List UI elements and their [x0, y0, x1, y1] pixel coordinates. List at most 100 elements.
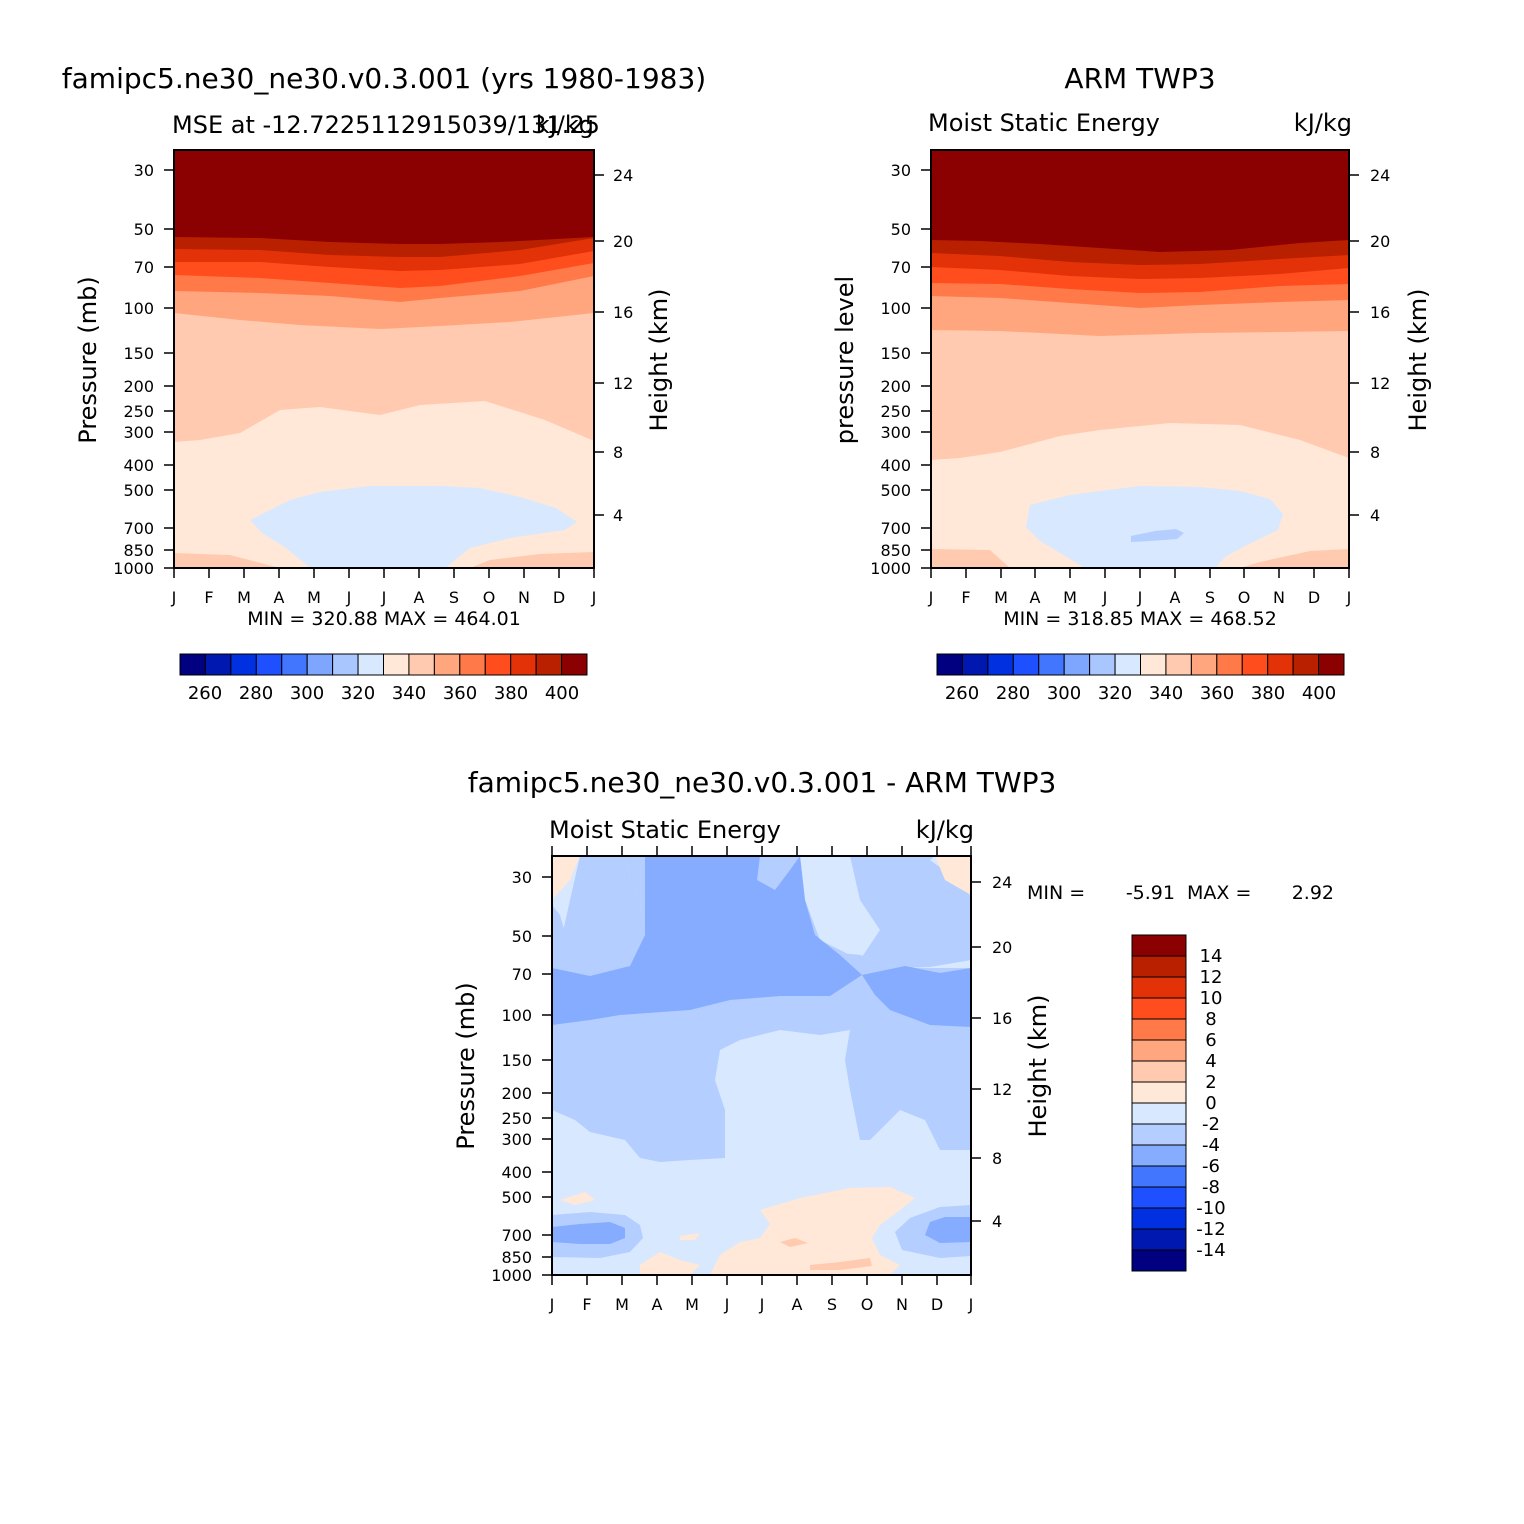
ytick-label: 30 — [512, 868, 532, 887]
colorbar-cell — [1131, 976, 1187, 999]
colorbar-label: 14 — [1200, 946, 1223, 967]
colorbar-cell — [1012, 653, 1040, 676]
xtick-label: D — [1308, 588, 1320, 607]
colorbar-label: 12 — [1200, 967, 1223, 988]
xtick-label: J — [591, 588, 597, 607]
xtick-label: M — [615, 1295, 629, 1314]
colorbar-cell — [961, 653, 989, 676]
ytick-label: 200 — [880, 377, 911, 396]
colorbar-cell — [510, 653, 537, 676]
panel-obs-ylabel-right: Height (km) — [1404, 289, 1432, 432]
colorbar-cell — [332, 653, 359, 676]
ytick-right-label: 24 — [613, 166, 633, 185]
colorbar-label: 280 — [239, 683, 273, 704]
ytick-right-label: 12 — [992, 1080, 1012, 1099]
colorbar-cell — [1131, 1144, 1187, 1167]
panel-model-title: famipc5.ne30_ne30.v0.3.001 (yrs 1980-198… — [62, 62, 706, 95]
panel-diff-title: famipc5.ne30_ne30.v0.3.001 - ARM TWP3 — [468, 766, 1057, 799]
colorbar-label: 340 — [392, 683, 426, 704]
ytick-right-label: 16 — [613, 303, 633, 322]
ytick-label: 250 — [880, 402, 911, 421]
colorbar-label: -6 — [1202, 1156, 1220, 1177]
xtick-label: S — [827, 1295, 837, 1314]
colorbar-label: 4 — [1205, 1051, 1216, 1072]
panel-diff-contours — [551, 855, 972, 1276]
colorbar-cell — [561, 653, 588, 676]
colorbar-cell — [1114, 653, 1141, 676]
colorbar-cell — [1216, 653, 1243, 676]
panel-obs-minmax: MIN = 318.85 MAX = 468.52 — [1003, 608, 1277, 630]
colorbar-cell — [936, 653, 963, 676]
panel-diff-min-value: -5.91 — [1126, 882, 1175, 904]
panel-model-y-axis-right: 24 20 16 12 8 4 Height (km) — [594, 166, 673, 525]
xtick-label: F — [582, 1295, 591, 1314]
colorbar-label: -2 — [1202, 1114, 1220, 1135]
colorbar-cell — [1131, 1018, 1187, 1041]
colorbar-label: 400 — [545, 683, 579, 704]
ytick-right-label: 24 — [992, 873, 1012, 892]
ytick-label: 850 — [880, 541, 911, 560]
panel-diff-ylabel: Pressure (mb) — [452, 982, 480, 1149]
ytick-label: 200 — [123, 377, 154, 396]
colorbar-label: 0 — [1205, 1093, 1216, 1114]
panel-model-ylabel-right: Height (km) — [645, 289, 673, 432]
ytick-right-label: 24 — [1370, 166, 1390, 185]
xtick-label: M — [307, 588, 321, 607]
ytick-label: 850 — [123, 541, 154, 560]
colorbar-cell — [306, 653, 334, 676]
colorbar-cell — [255, 653, 283, 676]
xtick-label: A — [274, 588, 285, 607]
panel-diff-minmax: MIN = -5.91 MAX = 2.92 — [1027, 882, 1334, 904]
colorbar-cell — [1267, 653, 1294, 676]
ytick-label: 700 — [501, 1226, 532, 1245]
colorbar-cell — [1131, 934, 1187, 957]
ytick-label: 50 — [134, 220, 154, 239]
xtick-label: M — [1063, 588, 1077, 607]
xtick-label: F — [961, 588, 970, 607]
panel-obs-title: ARM TWP3 — [1064, 62, 1215, 95]
colorbar-cell — [1063, 653, 1091, 676]
ytick-label: 200 — [501, 1084, 532, 1103]
colorbar-cell — [230, 653, 257, 676]
panel-diff-y-axis-right: 24 20 16 12 8 4 Height (km) — [971, 873, 1052, 1231]
panel-model-y-axis-left: 30 50 70 100 150 200 250 300 400 500 700… — [74, 161, 174, 578]
panel-diff: famipc5.ne30_ne30.v0.3.001 - ARM TWP3 Mo… — [452, 766, 1334, 1314]
xtick-label: M — [994, 588, 1008, 607]
colorbar-label: 380 — [494, 683, 528, 704]
xtick-label: J — [381, 588, 387, 607]
panel-obs-subtitle-right: kJ/kg — [1294, 109, 1352, 137]
colorbar-cell — [1038, 653, 1065, 676]
panel-obs-ylabel: pressure level — [831, 276, 859, 444]
panel-diff-y-axis-left: 30 50 70 100 150 200 250 300 400 500 700… — [452, 868, 552, 1285]
xtick-label: M — [237, 588, 251, 607]
ytick-label: 500 — [880, 481, 911, 500]
ytick-label: 1000 — [113, 559, 154, 578]
colorbar-cell — [1131, 1228, 1187, 1251]
colorbar-cell — [1131, 997, 1187, 1020]
ytick-right-label: 16 — [992, 1009, 1012, 1028]
panel-diff-subtitle-left: Moist Static Energy — [549, 816, 781, 844]
xtick-label: M — [685, 1295, 699, 1314]
xtick-label: J — [968, 1295, 974, 1314]
panel-model-subtitle-left: MSE at -12.7225112915039/131.25 — [172, 111, 600, 139]
colorbar-label: 6 — [1205, 1030, 1216, 1051]
colorbar-label: 320 — [341, 683, 375, 704]
xtick-label: N — [1273, 588, 1285, 607]
panel-model-minmax: MIN = 320.88 MAX = 464.01 — [247, 608, 521, 630]
ytick-label: 150 — [501, 1051, 532, 1070]
colorbar-cell — [1131, 1123, 1187, 1146]
panel-diff-subtitle-right: kJ/kg — [916, 816, 974, 844]
xtick-label: J — [1137, 588, 1143, 607]
xtick-label: N — [896, 1295, 908, 1314]
colorbar-cell — [1131, 1207, 1187, 1230]
colorbar-label: -4 — [1202, 1135, 1220, 1156]
xtick-label: J — [1346, 588, 1352, 607]
colorbar-cell — [1318, 653, 1345, 676]
colorbar-label: -14 — [1196, 1240, 1225, 1261]
xtick-label: S — [449, 588, 459, 607]
colorbar-cell — [433, 653, 461, 676]
ytick-right-label: 8 — [992, 1149, 1002, 1168]
colorbar-cell — [1140, 653, 1167, 676]
xtick-label: A — [414, 588, 425, 607]
colorbar-cell — [535, 653, 563, 676]
